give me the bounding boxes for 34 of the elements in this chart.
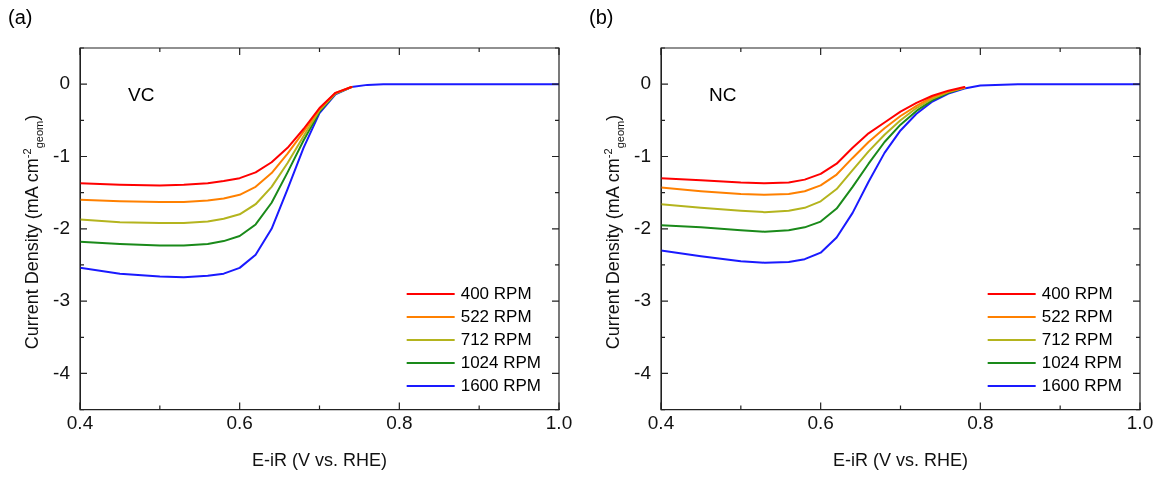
- x-tick-label: 0.8: [386, 412, 413, 434]
- legend-label: 400 RPM: [460, 283, 532, 303]
- x-tick-label: 1.0: [545, 412, 573, 434]
- legend-label: 1600 RPM: [460, 375, 542, 395]
- legend-label: 1024 RPM: [1041, 352, 1123, 372]
- y-tick-label: -1: [634, 144, 651, 166]
- x-tick-label: 0.6: [226, 412, 253, 434]
- y-tick-label: -4: [53, 361, 71, 383]
- y-tick-label: -2: [634, 217, 651, 239]
- y-tick-label: -2: [53, 217, 70, 239]
- x-axis-title: E-iR (V vs. RHE): [252, 450, 387, 471]
- y-tick-label: -3: [53, 289, 70, 311]
- y-tick-label: -1: [53, 144, 70, 166]
- chart-title: (b): [589, 6, 614, 29]
- legend-label: 1024 RPM: [460, 352, 542, 372]
- annotation: NC: [709, 83, 737, 105]
- legend-label: 1600 RPM: [1041, 375, 1123, 395]
- x-axis-title: E-iR (V vs. RHE): [833, 450, 968, 471]
- legend-label: 522 RPM: [460, 306, 532, 326]
- legend-label: 712 RPM: [1041, 329, 1113, 349]
- legend-label: 400 RPM: [1041, 283, 1113, 303]
- legend-label: 712 RPM: [460, 329, 532, 349]
- x-tick-label: 0.4: [66, 412, 94, 434]
- annotation: VC: [128, 83, 155, 105]
- legend-label: 522 RPM: [1041, 306, 1113, 326]
- y-tick-label: -4: [634, 361, 652, 383]
- x-tick-label: 0.4: [647, 412, 675, 434]
- x-tick-label: 0.8: [967, 412, 994, 434]
- y-tick-label: 0: [640, 72, 651, 94]
- x-tick-label: 1.0: [1126, 412, 1154, 434]
- y-tick-label: 0: [59, 72, 70, 94]
- x-tick-label: 0.6: [807, 412, 834, 434]
- y-tick-label: -3: [634, 289, 651, 311]
- chart-title: (a): [8, 6, 33, 29]
